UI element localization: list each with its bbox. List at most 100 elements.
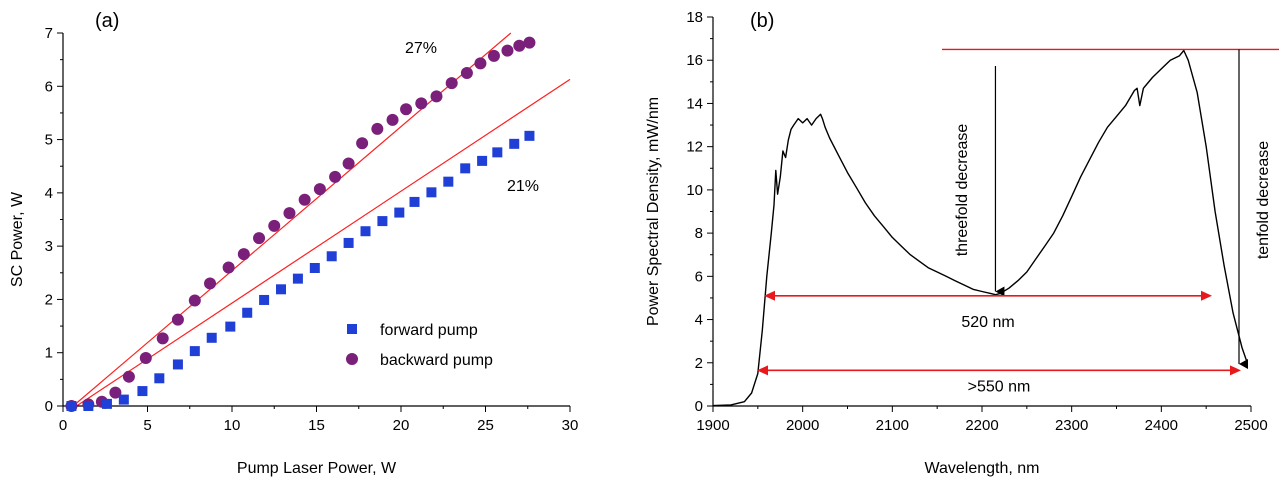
forward-pump-point <box>66 401 77 411</box>
forward-pump-point <box>443 176 454 187</box>
forward-pump-point <box>259 294 270 305</box>
y-tick-label-b: 10 <box>686 182 703 199</box>
x-tick-label-a: 15 <box>308 417 325 434</box>
y-tick-label-a: 5 <box>45 132 53 149</box>
backward-pump-point <box>513 39 526 52</box>
forward-pump-point <box>394 207 405 218</box>
x-tick-label-b: 2100 <box>876 417 909 434</box>
y-tick-label-a: 3 <box>45 238 53 255</box>
backward-pump-point <box>400 103 413 116</box>
panel-label-a: (a) <box>95 10 119 32</box>
forward-pump-point <box>326 251 337 262</box>
forward-pump-point <box>360 226 371 237</box>
panel-b: 1900 2000 2100 2200 2300 2400 2500 0 2 4 6 8 10 12 14 1… <box>645 9 1279 477</box>
x-tick-label-b: 2200 <box>965 417 998 434</box>
y-tick-label-a: 1 <box>45 345 53 362</box>
backward-pump-point <box>342 157 355 170</box>
fit-line-1 <box>76 78 571 407</box>
backward-pump-point <box>430 90 443 103</box>
y-tick-label-b: 0 <box>695 398 703 415</box>
forward-pump-point <box>409 196 420 207</box>
x-tick-label-a: 30 <box>562 417 579 434</box>
y-tick-label-b: 14 <box>686 95 703 112</box>
backward-pump-point <box>371 122 384 135</box>
x-tick-label-b: 2400 <box>1145 417 1178 434</box>
forward-pump-point <box>154 373 165 384</box>
x-tick-label-a: 25 <box>477 417 494 434</box>
forward-pump-point <box>492 147 503 158</box>
x-tick-label-b: 2500 <box>1234 417 1267 434</box>
forward-pump-point <box>292 273 303 284</box>
backward-pump-point <box>109 386 122 399</box>
forward-pump-point <box>377 216 388 227</box>
span-520-arrow <box>764 290 1212 301</box>
x-tick-label-b: 1900 <box>696 417 729 434</box>
panel-label-b: (b) <box>750 10 774 32</box>
x-tick-label-b: 2000 <box>786 417 819 434</box>
legend-backward-marker <box>346 353 358 365</box>
forward-pump-point <box>477 155 488 166</box>
span-550-arrow-head-left <box>757 365 768 376</box>
forward-pump-point <box>172 359 183 370</box>
forward-pump-point <box>276 284 287 295</box>
span-520-arrow-head-left <box>764 290 775 301</box>
backward-pump-point <box>268 219 281 232</box>
forward-pump-point <box>101 398 112 409</box>
tenfold-label: tenfold decrease <box>1255 141 1272 259</box>
x-axis-title-b: Wavelength, nm <box>924 460 1039 477</box>
forward-pump-point <box>343 237 354 248</box>
forward-pump-point <box>309 262 320 273</box>
y-tick-label-b: 16 <box>686 52 703 69</box>
backward-pump-point <box>487 49 500 62</box>
forward-pump-point <box>83 401 94 411</box>
forward-pump-point <box>242 307 253 318</box>
forward-pump-point <box>225 321 236 332</box>
x-tick-label-a: 0 <box>59 417 67 434</box>
backward-pump-point <box>237 248 250 261</box>
span-550-arrow <box>757 365 1241 376</box>
backward-pump-point <box>460 66 473 79</box>
y-tick-label-b: 6 <box>695 268 703 285</box>
backward-pump-point <box>171 313 184 326</box>
backward-pump-point <box>222 261 235 274</box>
span-520-label: 520 nm <box>961 314 1014 331</box>
legend-backward-label: backward pump <box>380 352 493 369</box>
x-tick-label-a: 10 <box>224 417 241 434</box>
y-tick-label-b: 18 <box>686 9 703 26</box>
backward-pump-point <box>356 137 369 150</box>
span-520-arrow-head-right <box>1201 290 1212 301</box>
backward-pump-point <box>474 57 487 70</box>
x-tick-label-a: 5 <box>143 417 151 434</box>
annotation-27: 27% <box>405 40 437 57</box>
backward-pump-point <box>298 193 311 206</box>
spectrum-line <box>712 49 1248 407</box>
y-tick-label-a: 0 <box>45 398 53 415</box>
span-550-label: >550 nm <box>968 378 1031 395</box>
backward-pump-point <box>329 170 342 183</box>
backward-pump-point <box>139 352 152 365</box>
backward-pump-point <box>386 113 399 126</box>
y-tick-label-b: 8 <box>695 225 703 242</box>
legend-forward-marker <box>347 324 357 334</box>
y-axis-title-a: SC Power, W <box>9 191 26 287</box>
y-tick-label-b: 12 <box>686 139 703 156</box>
legend-forward-label: forward pump <box>380 322 478 339</box>
x-tick-label-b: 2300 <box>1055 417 1088 434</box>
forward-pump-point <box>189 346 200 357</box>
backward-pump-point <box>204 277 217 290</box>
forward-pump-point <box>509 138 520 149</box>
forward-pump-point <box>206 332 217 343</box>
y-axis-title-b: Power Spectral Density, mW/nm <box>645 97 662 326</box>
y-tick-label-a: 7 <box>45 25 53 42</box>
y-tick-label-a: 4 <box>45 185 53 202</box>
forward-pump-point <box>118 394 129 405</box>
fit-line-0 <box>72 32 512 407</box>
y-tick-label-a: 6 <box>45 78 53 95</box>
backward-pump-point <box>122 370 135 383</box>
backward-pump-point <box>445 77 458 90</box>
x-axis-title-a: Pump Laser Power, W <box>237 460 397 477</box>
backward-pump-point <box>415 97 428 110</box>
backward-pump-point <box>501 44 514 57</box>
backward-pump-point <box>523 36 536 49</box>
